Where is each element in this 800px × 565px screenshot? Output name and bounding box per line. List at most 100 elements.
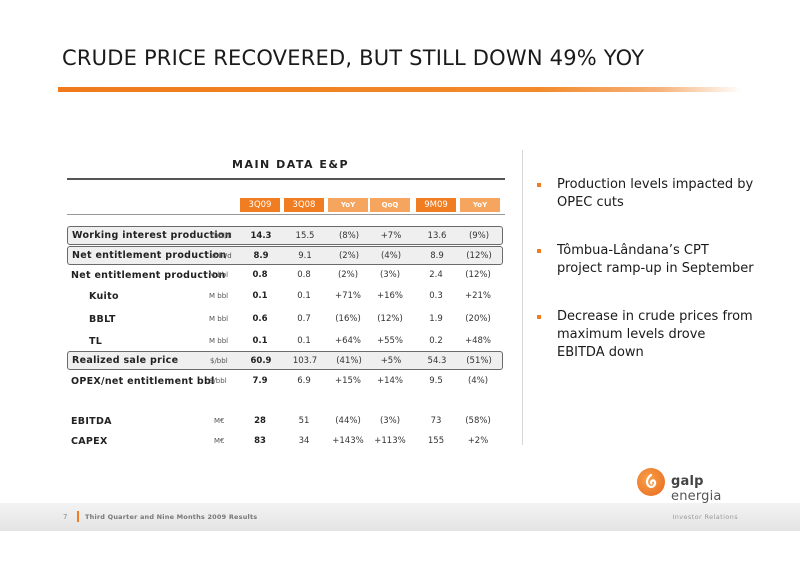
col-header-yoy: YoY	[328, 198, 368, 212]
value-3q08: 103.7	[292, 355, 318, 366]
bullet-text: Production levels impacted by OPEC cuts	[557, 177, 754, 210]
col-header-9m09: 9M09	[416, 198, 456, 212]
row-label: Net entitlement production	[71, 269, 226, 281]
value-3q08: 34	[298, 436, 310, 446]
value-3q08: 0.1	[297, 291, 311, 301]
row-unit: M€	[214, 417, 225, 425]
bullet-text: Tômbua-Lândana’s CPT project ramp-up in …	[557, 243, 754, 276]
value-qoq: +55%	[376, 336, 403, 346]
row-unit: kbbl/d	[210, 251, 232, 260]
row-label: Net entitlement production	[72, 250, 227, 261]
bullet-item: Tômbua-Lândana’s CPT project ramp-up in …	[537, 242, 757, 278]
column-divider	[522, 150, 523, 445]
row-unit: M bbl	[209, 337, 229, 345]
value-3q08: 0.1	[297, 336, 311, 346]
row-label: OPEX/net entitlement bbl	[71, 375, 215, 387]
value-9m09: 73	[430, 416, 442, 426]
col-header-yoy-9m: YoY	[460, 198, 500, 212]
value-3q09: 0.8	[252, 270, 268, 280]
value-yoy: +64%	[334, 336, 361, 346]
logo-wordmark: galp energia	[671, 474, 722, 504]
table-row: Net entitlement production kbbl/d 8.9 9.…	[67, 246, 503, 265]
row-label: EBITDA	[71, 415, 112, 427]
value-yoy: (8%)	[338, 230, 360, 241]
galp-flame-icon	[637, 468, 665, 496]
value-3q09: 8.9	[253, 250, 269, 261]
value-9m09: 0.2	[429, 336, 443, 346]
value-yoy-9m: (51%)	[466, 355, 492, 366]
value-yoy-9m: (12%)	[465, 270, 491, 280]
footer-department: Investor Relations	[672, 513, 738, 521]
value-3q09: 7.9	[252, 376, 268, 386]
value-yoy-9m: (4%)	[467, 376, 489, 386]
footer-title: Third Quarter and Nine Months 2009 Resul…	[85, 513, 258, 521]
value-9m09: 54.3	[427, 355, 447, 366]
value-3q08: 6.9	[297, 376, 311, 386]
table-row: Net entitlement production M bbl 0.8 0.8…	[67, 265, 501, 285]
row-unit: kbbl/d	[210, 231, 232, 240]
table-title-rule	[67, 178, 505, 180]
header-rule	[67, 214, 505, 215]
page-number: 7	[63, 513, 68, 521]
value-qoq: +5%	[380, 355, 402, 366]
value-3q08: 15.5	[295, 230, 315, 241]
col-header-3q09: 3Q09	[240, 198, 280, 212]
table-row: TL M bbl 0.1 0.1 +64% +55% 0.2 +48%	[67, 331, 501, 351]
table-row: BBLT M bbl 0.6 0.7 (16%) (12%) 1.9 (20%)	[67, 309, 501, 329]
footer-divider	[77, 511, 79, 522]
bullet-item: Decrease in crude prices from maximum le…	[537, 308, 757, 362]
value-3q08: 0.8	[297, 270, 311, 280]
company-logo: galp energia	[637, 468, 747, 504]
value-qoq: +14%	[376, 376, 403, 386]
row-label: Kuito	[89, 290, 119, 302]
value-3q09: 0.1	[252, 336, 268, 346]
value-yoy-9m: (12%)	[466, 250, 492, 261]
value-9m09: 2.4	[429, 270, 443, 280]
footer: 7 Third Quarter and Nine Months 2009 Res…	[0, 503, 800, 531]
table-row: EBITDA M€ 28 51 (44%) (3%) 73 (58%)	[67, 411, 501, 431]
row-label: Working interest production	[72, 230, 232, 241]
value-yoy-9m: +2%	[467, 436, 489, 446]
row-label: TL	[89, 335, 103, 347]
value-qoq: (3%)	[379, 416, 401, 426]
value-9m09: 9.5	[429, 376, 443, 386]
value-9m09: 8.9	[430, 250, 444, 261]
value-yoy: (16%)	[335, 314, 361, 324]
value-yoy-9m: (9%)	[468, 230, 490, 241]
value-9m09: 0.3	[429, 291, 443, 301]
value-qoq: +113%	[374, 436, 406, 446]
row-unit: $/bbl	[210, 356, 228, 365]
row-label: Realized sale price	[72, 355, 179, 366]
value-yoy-9m: +21%	[464, 291, 491, 301]
title-underline	[58, 87, 742, 92]
value-qoq: (12%)	[377, 314, 403, 324]
value-9m09: 1.9	[429, 314, 443, 324]
table-title: MAIN DATA E&P	[232, 158, 350, 171]
value-9m09: 13.6	[427, 230, 447, 241]
value-3q09: 60.9	[250, 355, 272, 366]
row-unit: M bbl	[209, 271, 229, 279]
slide-title: CRUDE PRICE RECOVERED, BUT STILL DOWN 49…	[62, 46, 645, 70]
value-9m09: 155	[427, 436, 445, 446]
value-3q08: 9.1	[298, 250, 312, 261]
value-yoy-9m: +48%	[464, 336, 491, 346]
value-3q09: 28	[254, 416, 266, 426]
value-3q09: 83	[254, 436, 266, 446]
value-yoy: (2%)	[337, 270, 359, 280]
table-row: Kuito M bbl 0.1 0.1 +71% +16% 0.3 +21%	[67, 286, 501, 306]
row-unit: M€	[214, 437, 225, 445]
value-3q08: 51	[298, 416, 310, 426]
row-unit: M bbl	[209, 292, 229, 300]
bullet-marker-icon	[537, 249, 541, 253]
bullet-marker-icon	[537, 315, 541, 319]
value-qoq: (3%)	[379, 270, 401, 280]
table-row: Realized sale price $/bbl 60.9 103.7 (41…	[67, 351, 503, 370]
table-row: CAPEX M€ 83 34 +143% +113% 155 +2%	[67, 431, 501, 451]
value-3q09: 0.6	[252, 314, 268, 324]
value-qoq: (4%)	[380, 250, 402, 261]
value-yoy-9m: (20%)	[465, 314, 491, 324]
value-yoy: (41%)	[336, 355, 362, 366]
value-yoy: (44%)	[335, 416, 361, 426]
value-qoq: +7%	[380, 230, 402, 241]
row-unit: $/bbl	[209, 377, 227, 385]
